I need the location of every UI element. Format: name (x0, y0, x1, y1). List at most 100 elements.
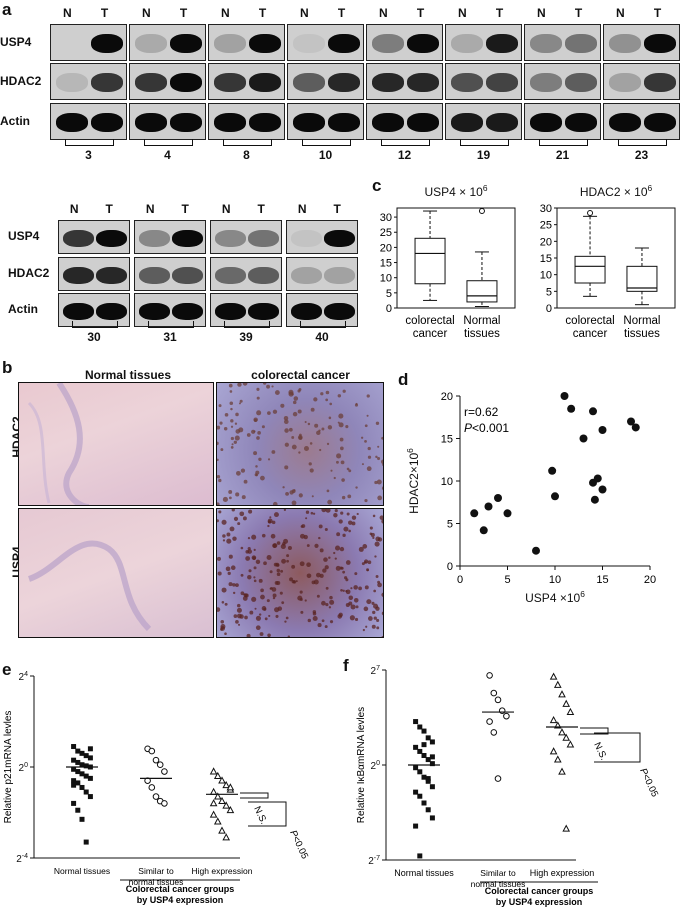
nucleus-stain (253, 579, 257, 583)
nucleus-stain (323, 557, 328, 562)
blot-panel (287, 103, 364, 140)
nucleus-stain (381, 519, 383, 524)
nucleus-stain (248, 509, 253, 514)
lane-label-n: N (221, 202, 231, 216)
protein-band (529, 73, 562, 92)
histology-normal-usp4-texture (27, 540, 152, 632)
nucleus-stain (227, 571, 231, 576)
nucleus-stain (345, 425, 349, 429)
nucleus-stain (303, 445, 309, 451)
data-point-square (75, 769, 81, 775)
lane-label-n: N (536, 6, 546, 20)
protein-band (55, 73, 88, 92)
y-tick-label: 24 (19, 671, 29, 683)
nucleus-stain (259, 632, 264, 637)
nucleus-stain (364, 424, 368, 428)
nucleus-stain (267, 520, 272, 524)
nucleus-stain (273, 562, 278, 567)
lane-label-n: N (69, 202, 79, 216)
nucleus-stain (237, 522, 241, 526)
nucleus-stain (325, 509, 331, 513)
nucleus-stain (374, 480, 378, 485)
data-point-square (413, 744, 419, 750)
nucleus-stain (322, 568, 327, 573)
data-point-triangle (558, 728, 566, 736)
nucleus-stain (293, 396, 299, 401)
nucleus-stain (364, 559, 369, 564)
nucleus-stain (255, 559, 261, 565)
protein-band (215, 302, 246, 320)
nucleus-stain (222, 496, 228, 503)
protein-band (134, 113, 167, 132)
nucleus-stain (328, 556, 331, 559)
box (626, 265, 658, 292)
blot-row-label-usp4: USP4 (8, 229, 40, 243)
ns-bracket (240, 792, 269, 799)
data-point-triangle (562, 733, 571, 741)
nucleus-stain (338, 413, 344, 419)
panel-label-d: d (398, 370, 409, 389)
nucleus-stain (376, 479, 382, 485)
data-point-triangle (213, 792, 222, 800)
nucleus-stain (349, 615, 355, 621)
data-point-triangle (566, 740, 575, 748)
nucleus-stain (271, 520, 276, 525)
y-tick-label: 20 (371, 760, 381, 772)
nucleus-stain (381, 436, 383, 440)
lane-label-t: T (257, 202, 265, 216)
nucleus-stain (329, 599, 335, 605)
nucleus-stain (245, 549, 250, 554)
nucleus-stain (295, 580, 298, 583)
nucleus-stain (333, 551, 336, 555)
nucleus-stain (354, 617, 359, 622)
nucleus-stain (298, 436, 303, 440)
group-caption: by USP4 expression (496, 897, 583, 907)
nucleus-stain (309, 442, 313, 445)
nucleus-stain (305, 510, 310, 514)
y-tick-label: 10 (441, 476, 453, 488)
data-point (589, 407, 597, 416)
data-point-triangle (549, 715, 558, 724)
nucleus-stain (377, 457, 381, 461)
y-tick-label: 20 (380, 242, 392, 254)
nucleus-stain (230, 436, 234, 441)
nucleus-stain (261, 533, 266, 538)
significance-label: P<0.05 (637, 767, 660, 799)
nucleus-stain (291, 564, 296, 569)
nucleus-stain (243, 479, 248, 484)
significance-bracket (248, 801, 287, 827)
blot-panel (286, 257, 358, 291)
data-point-circle (161, 768, 168, 775)
nucleus-stain (246, 433, 251, 437)
nucleus-stain (375, 574, 379, 578)
data-point-square (425, 807, 431, 813)
nucleus-stain (240, 591, 245, 596)
nucleus-stain (268, 614, 271, 617)
nucleus-stain (312, 611, 317, 616)
data-point-circle (490, 689, 498, 697)
nucleus-stain (263, 561, 267, 566)
panel-label-e: e (2, 660, 12, 679)
data-point-square (413, 823, 419, 829)
nucleus-stain (318, 524, 323, 529)
sample-bracket (65, 139, 114, 146)
nucleus-stain (255, 625, 261, 631)
nucleus-stain (300, 610, 304, 614)
y-tick-label: 25 (540, 220, 552, 232)
x-tick-label: 5 (504, 574, 510, 586)
y-tick-label: 2-4 (16, 853, 28, 865)
blot-panel (208, 24, 285, 61)
blot-panel (129, 24, 206, 61)
data-point-triangle (209, 799, 218, 807)
sample-bracket (72, 321, 118, 328)
y-axis-label: Relative p21mRNA levles (3, 711, 14, 824)
nucleus-stain (371, 601, 375, 605)
sample-bracket (300, 321, 346, 328)
nucleus-stain (266, 384, 271, 389)
sample-number: 12 (397, 148, 412, 162)
nucleus-stain (276, 580, 281, 586)
nucleus-stain (348, 595, 354, 601)
y-tick-label: 15 (540, 253, 552, 265)
y-tick-label: 20 (540, 236, 552, 248)
nucleus-stain (376, 618, 380, 622)
